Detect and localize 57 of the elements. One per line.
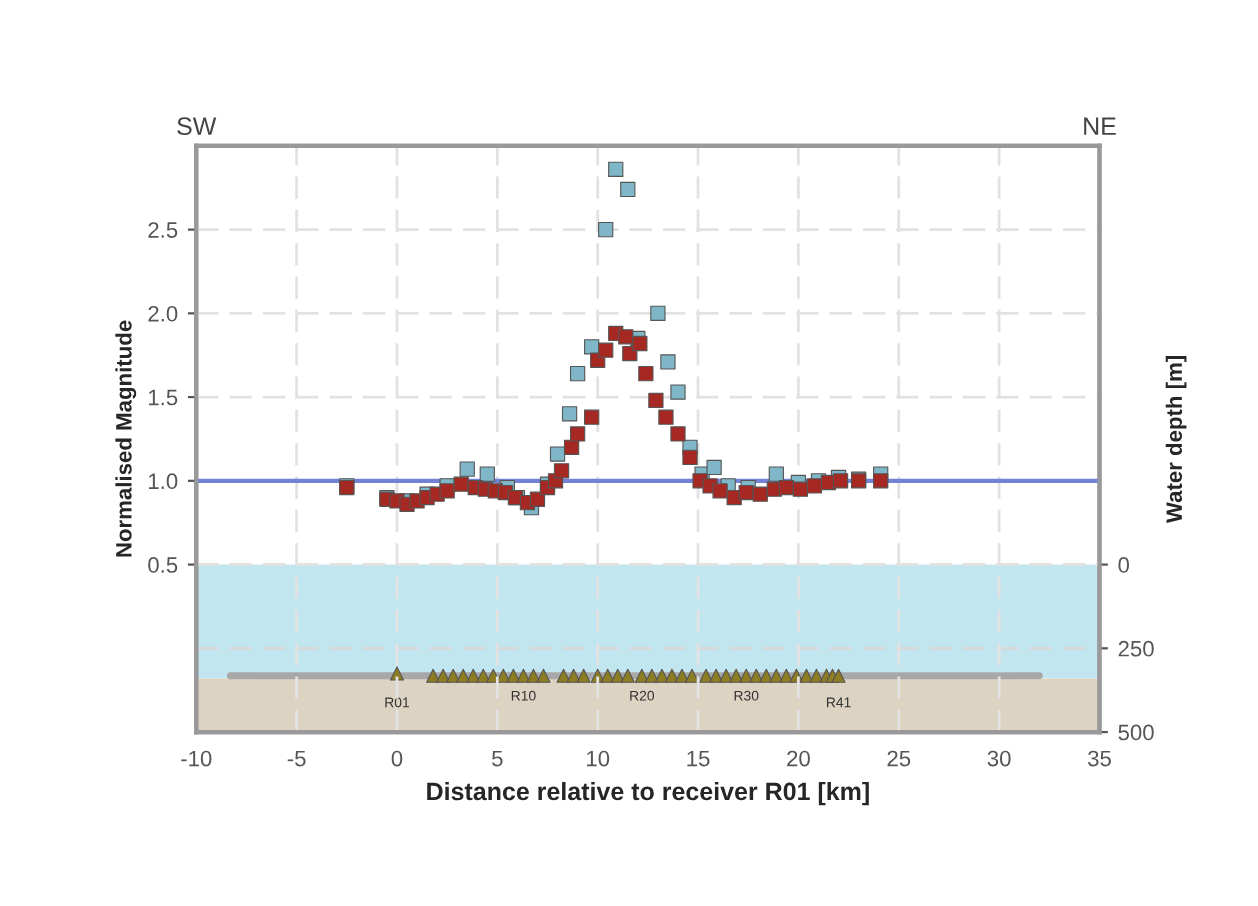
point: [873, 473, 889, 489]
y-axis-title: Normalised Magnitude: [115, 320, 137, 557]
point: [529, 491, 546, 507]
point: [598, 221, 614, 238]
point: [806, 478, 823, 494]
x-tick-label: 35: [1087, 750, 1111, 767]
point: [479, 466, 495, 482]
point: [638, 366, 654, 382]
point: [650, 305, 666, 321]
point: [632, 335, 648, 352]
x-tick-label: -5: [287, 750, 306, 767]
point: [792, 481, 809, 497]
point: [670, 384, 686, 400]
x-tick-label: -10: [181, 750, 212, 767]
point: [459, 461, 475, 477]
point: [618, 329, 634, 345]
point: [549, 446, 566, 462]
point: [670, 426, 686, 442]
point: [608, 161, 624, 177]
text: SW: [177, 117, 217, 136]
x-tick-label: 15: [687, 750, 710, 767]
point: [682, 449, 698, 466]
x-tick-label: 5: [492, 750, 503, 767]
point: [553, 463, 570, 479]
y-tick-label: 2.5: [148, 222, 178, 238]
point: [620, 181, 636, 198]
point: [598, 342, 614, 358]
x-tick-label: 10: [587, 750, 610, 767]
point: [561, 406, 578, 422]
point: [660, 354, 676, 370]
point: [778, 479, 795, 496]
y2-axis-title: Water depth [m]: [1165, 356, 1187, 524]
y-tick-label: 2.0: [148, 305, 178, 322]
point: [569, 366, 586, 382]
point: [738, 484, 754, 501]
y-tick-label: 1.0: [149, 473, 178, 490]
point: [439, 483, 455, 499]
y-tick-label: 0.5: [148, 557, 178, 573]
x-tick-label: 20: [787, 750, 810, 767]
point: [584, 409, 600, 425]
point: [712, 483, 728, 499]
point: [768, 466, 784, 482]
point: [752, 486, 768, 502]
text: NE: [1084, 117, 1116, 135]
y2-tick-label: 0: [1118, 557, 1130, 573]
point: [658, 409, 674, 425]
x-tick-label: 0: [391, 750, 403, 767]
x-tick-label: 25: [887, 750, 911, 767]
y2-tick-label: 250: [1118, 640, 1154, 657]
y-tick-label: 1.5: [149, 389, 178, 406]
point: [453, 476, 469, 492]
y2-tick-label: 500: [1118, 724, 1154, 741]
point: [706, 459, 722, 476]
point: [648, 392, 664, 409]
point: [569, 426, 586, 442]
x-axis-title: Distance relative to receiver R01 [km]: [427, 781, 869, 806]
x-tick-label: 30: [987, 750, 1011, 767]
